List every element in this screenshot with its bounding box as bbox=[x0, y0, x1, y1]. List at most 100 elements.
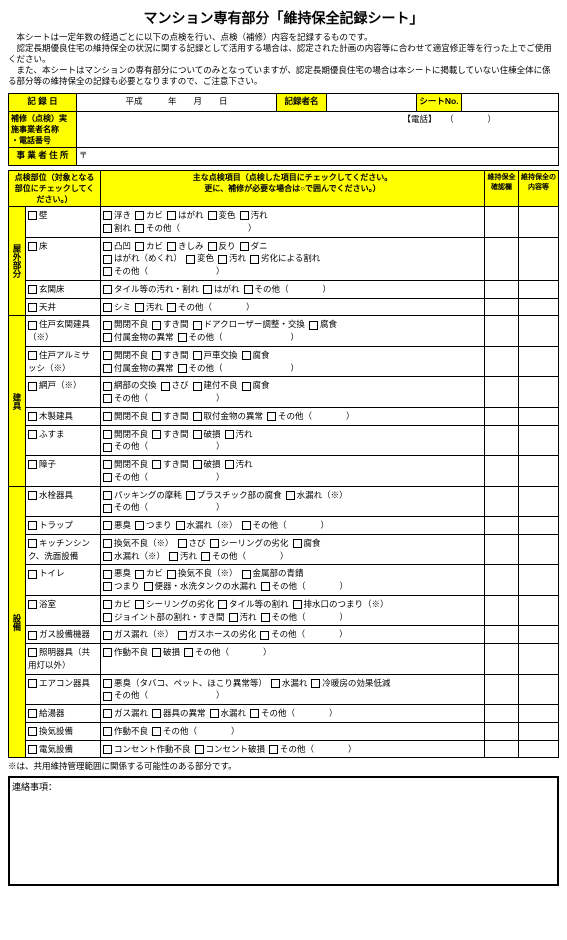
checkbox-icon[interactable] bbox=[103, 443, 112, 452]
contact-box[interactable]: 連絡事項： bbox=[8, 776, 559, 886]
checkbox-icon[interactable] bbox=[103, 570, 112, 579]
checkbox-icon[interactable] bbox=[242, 570, 251, 579]
area-cell[interactable]: 天井 bbox=[26, 298, 101, 316]
checkbox-icon[interactable] bbox=[195, 745, 204, 754]
items-cell[interactable]: カビシーリングの劣化タイル等の割れ排水口のつまり（※）ジョイント部の割れ・すき間… bbox=[101, 595, 485, 626]
checkbox-icon[interactable] bbox=[161, 382, 170, 391]
checkbox-icon[interactable] bbox=[242, 521, 251, 530]
checkbox-icon[interactable] bbox=[293, 539, 302, 548]
checkbox-icon[interactable] bbox=[103, 582, 112, 591]
checkbox-icon[interactable] bbox=[269, 745, 278, 754]
checkbox-icon[interactable] bbox=[103, 491, 112, 500]
content-cell[interactable] bbox=[519, 316, 559, 347]
maint-cell[interactable] bbox=[485, 280, 519, 298]
items-cell[interactable]: ガス漏れ（※）ガスホースの劣化その他（ ） bbox=[101, 626, 485, 644]
checkbox-icon[interactable] bbox=[186, 491, 195, 500]
items-cell[interactable]: ガス漏れ器具の異常水漏れその他（ ） bbox=[101, 705, 485, 723]
items-cell[interactable]: 浮きカビはがれ変色汚れ割れその他（ ） bbox=[101, 207, 485, 238]
checkbox-icon[interactable] bbox=[28, 648, 37, 657]
checkbox-icon[interactable] bbox=[28, 285, 37, 294]
checkbox-icon[interactable] bbox=[203, 285, 212, 294]
maint-cell[interactable] bbox=[485, 377, 519, 408]
checkbox-icon[interactable] bbox=[178, 631, 187, 640]
content-cell[interactable] bbox=[519, 346, 559, 377]
maint-cell[interactable] bbox=[485, 626, 519, 644]
checkbox-icon[interactable] bbox=[244, 285, 253, 294]
area-cell[interactable]: 水栓器具 bbox=[26, 486, 101, 517]
checkbox-icon[interactable] bbox=[103, 364, 112, 373]
items-cell[interactable]: 開閉不良すき間取付金物の異常その他（ ） bbox=[101, 407, 485, 425]
field-date[interactable]: 平成 年 月 日 bbox=[77, 94, 277, 112]
checkbox-icon[interactable] bbox=[28, 631, 37, 640]
area-cell[interactable]: ガス設備機器 bbox=[26, 626, 101, 644]
maint-cell[interactable] bbox=[485, 486, 519, 517]
area-cell[interactable]: エアコン器具 bbox=[26, 674, 101, 705]
checkbox-icon[interactable] bbox=[103, 552, 112, 561]
maint-cell[interactable] bbox=[485, 207, 519, 238]
checkbox-icon[interactable] bbox=[103, 460, 112, 469]
content-cell[interactable] bbox=[519, 407, 559, 425]
checkbox-icon[interactable] bbox=[167, 570, 176, 579]
checkbox-icon[interactable] bbox=[261, 582, 270, 591]
content-cell[interactable] bbox=[519, 517, 559, 535]
checkbox-icon[interactable] bbox=[152, 727, 161, 736]
checkbox-icon[interactable] bbox=[28, 430, 37, 439]
items-cell[interactable]: 悪臭（タバコ、ペット、ほこり異常等）水漏れ冷暖房の効果低減その他（ ） bbox=[101, 674, 485, 705]
checkbox-icon[interactable] bbox=[208, 211, 217, 220]
checkbox-icon[interactable] bbox=[28, 242, 37, 251]
checkbox-icon[interactable] bbox=[152, 430, 161, 439]
items-cell[interactable]: パッキングの摩耗プラスチック部の腐食水漏れ（※）その他（ ） bbox=[101, 486, 485, 517]
checkbox-icon[interactable] bbox=[193, 351, 202, 360]
checkbox-icon[interactable] bbox=[218, 255, 227, 264]
checkbox-icon[interactable] bbox=[103, 613, 112, 622]
checkbox-icon[interactable] bbox=[28, 412, 37, 421]
maint-cell[interactable] bbox=[485, 740, 519, 758]
checkbox-icon[interactable] bbox=[28, 709, 37, 718]
checkbox-icon[interactable] bbox=[135, 242, 144, 251]
checkbox-icon[interactable] bbox=[208, 242, 217, 251]
maint-cell[interactable] bbox=[485, 237, 519, 280]
maint-cell[interactable] bbox=[485, 534, 519, 565]
checkbox-icon[interactable] bbox=[28, 382, 37, 391]
field-recorder[interactable] bbox=[327, 94, 417, 112]
content-cell[interactable] bbox=[519, 456, 559, 487]
checkbox-icon[interactable] bbox=[193, 430, 202, 439]
checkbox-icon[interactable] bbox=[103, 692, 112, 701]
maint-cell[interactable] bbox=[485, 346, 519, 377]
area-cell[interactable]: キッチンシンク、洗面設備 bbox=[26, 534, 101, 565]
checkbox-icon[interactable] bbox=[250, 255, 259, 264]
area-cell[interactable]: トイレ bbox=[26, 565, 101, 596]
content-cell[interactable] bbox=[519, 207, 559, 238]
checkbox-icon[interactable] bbox=[167, 303, 176, 312]
checkbox-icon[interactable] bbox=[309, 321, 318, 330]
area-cell[interactable]: 網戸（※） bbox=[26, 377, 101, 408]
area-cell[interactable]: 木製建具 bbox=[26, 407, 101, 425]
checkbox-icon[interactable] bbox=[178, 364, 187, 373]
items-cell[interactable]: 凸凹カビきしみ反りダニはがれ（めくれ）変色汚れ劣化による割れその他（ ） bbox=[101, 237, 485, 280]
checkbox-icon[interactable] bbox=[103, 394, 112, 403]
content-cell[interactable] bbox=[519, 674, 559, 705]
checkbox-icon[interactable] bbox=[28, 211, 37, 220]
checkbox-icon[interactable] bbox=[201, 552, 210, 561]
maint-cell[interactable] bbox=[485, 517, 519, 535]
checkbox-icon[interactable] bbox=[103, 648, 112, 657]
area-cell[interactable]: 換気設備 bbox=[26, 722, 101, 740]
checkbox-icon[interactable] bbox=[225, 460, 234, 469]
checkbox-icon[interactable] bbox=[103, 255, 112, 264]
checkbox-icon[interactable] bbox=[103, 709, 112, 718]
checkbox-icon[interactable] bbox=[167, 211, 176, 220]
field-contractor[interactable]: 【電話】 （ ） bbox=[77, 112, 559, 148]
checkbox-icon[interactable] bbox=[242, 351, 251, 360]
checkbox-icon[interactable] bbox=[103, 600, 112, 609]
checkbox-icon[interactable] bbox=[152, 321, 161, 330]
checkbox-icon[interactable] bbox=[286, 491, 295, 500]
checkbox-icon[interactable] bbox=[152, 412, 161, 421]
content-cell[interactable] bbox=[519, 280, 559, 298]
area-cell[interactable]: 照明器具（共用灯以外） bbox=[26, 644, 101, 675]
checkbox-icon[interactable] bbox=[210, 709, 219, 718]
area-cell[interactable]: 玄関床 bbox=[26, 280, 101, 298]
items-cell[interactable]: 悪臭つまり水漏れ（※）その他（ ） bbox=[101, 517, 485, 535]
checkbox-icon[interactable] bbox=[210, 539, 219, 548]
area-cell[interactable]: 壁 bbox=[26, 207, 101, 238]
area-cell[interactable]: 浴室 bbox=[26, 595, 101, 626]
